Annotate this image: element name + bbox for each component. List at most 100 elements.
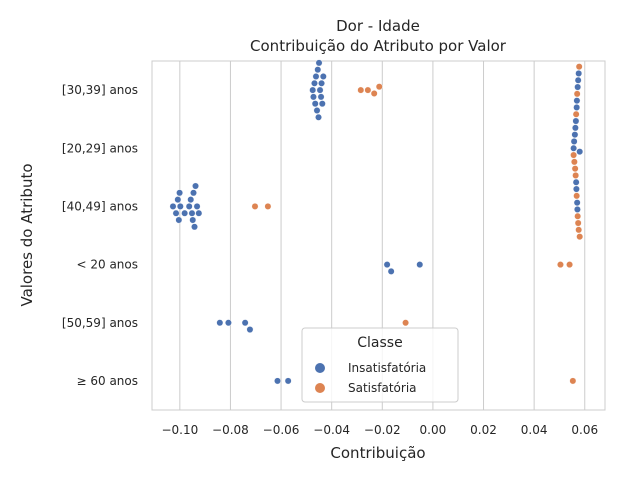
data-point bbox=[574, 206, 581, 213]
x-axis-label: Contribuição bbox=[330, 444, 425, 462]
data-point bbox=[191, 223, 198, 231]
y-tick-label: [30,39] anos bbox=[62, 83, 138, 97]
data-point bbox=[317, 93, 325, 101]
x-tick-label: 0.02 bbox=[470, 423, 497, 437]
data-point bbox=[309, 86, 317, 94]
data-point bbox=[264, 203, 272, 210]
chart-title: Dor - Idade bbox=[336, 17, 420, 35]
data-point bbox=[572, 172, 580, 179]
y-axis-label: Valores do Atributo bbox=[18, 163, 36, 306]
data-point bbox=[569, 377, 577, 385]
data-point bbox=[311, 79, 318, 87]
data-point bbox=[318, 79, 325, 87]
data-point bbox=[574, 83, 582, 91]
data-point bbox=[574, 219, 582, 227]
data-point bbox=[402, 319, 409, 327]
data-point bbox=[319, 73, 327, 80]
data-point bbox=[571, 124, 579, 132]
data-point bbox=[189, 216, 197, 224]
data-point bbox=[574, 212, 582, 220]
data-point bbox=[314, 66, 322, 74]
data-point bbox=[174, 196, 182, 204]
y-tick-label: [50,59] anos bbox=[62, 316, 138, 330]
x-tick-label: −0.02 bbox=[364, 423, 401, 437]
y-tick-label: [40,49] anos bbox=[62, 199, 138, 213]
data-point bbox=[573, 185, 580, 193]
plot-frame bbox=[151, 60, 606, 411]
data-point bbox=[576, 233, 584, 241]
data-point bbox=[416, 261, 424, 268]
data-point bbox=[574, 76, 582, 84]
data-point bbox=[571, 131, 579, 139]
data-point bbox=[246, 326, 254, 333]
data-point bbox=[176, 203, 184, 210]
legend-marker bbox=[315, 383, 325, 393]
data-point bbox=[169, 203, 177, 210]
data-point bbox=[313, 107, 321, 114]
data-point bbox=[274, 377, 281, 385]
data-point bbox=[572, 110, 580, 118]
data-point bbox=[573, 199, 581, 207]
legend-label: Insatisfatória bbox=[348, 361, 426, 375]
data-point bbox=[557, 261, 564, 268]
data-point bbox=[572, 117, 580, 125]
data-point bbox=[370, 90, 378, 97]
data-point bbox=[175, 216, 183, 224]
data-point bbox=[570, 158, 578, 166]
data-point bbox=[225, 319, 232, 327]
chart-subtitle: Contribuição do Atributo por Valor bbox=[250, 37, 507, 55]
x-tick-label: 0.04 bbox=[521, 423, 548, 437]
data-point bbox=[251, 203, 259, 210]
data-point bbox=[284, 377, 292, 385]
legend-title: Classe bbox=[357, 335, 402, 351]
data-point bbox=[575, 70, 583, 77]
data-point bbox=[241, 319, 249, 327]
data-point bbox=[190, 189, 197, 197]
data-point bbox=[172, 209, 180, 217]
data-point bbox=[176, 189, 183, 197]
data-point bbox=[570, 144, 578, 152]
data-point bbox=[193, 203, 201, 210]
data-point bbox=[573, 97, 581, 105]
data-point bbox=[192, 182, 199, 190]
data-point bbox=[181, 209, 189, 217]
data-point bbox=[318, 100, 326, 108]
data-point bbox=[316, 86, 324, 94]
legend-marker bbox=[315, 363, 325, 373]
data-point bbox=[364, 86, 372, 94]
data-point bbox=[573, 192, 581, 200]
data-point bbox=[188, 209, 196, 217]
data-point bbox=[575, 63, 583, 71]
data-point bbox=[570, 151, 578, 159]
x-tick-label: −0.08 bbox=[212, 423, 249, 437]
data-point bbox=[310, 93, 317, 101]
data-point bbox=[383, 261, 391, 268]
x-tick-label: 0.06 bbox=[571, 423, 598, 437]
data-point bbox=[575, 226, 583, 234]
data-point bbox=[187, 196, 195, 204]
data-point bbox=[185, 203, 193, 210]
x-tick-label: 0.00 bbox=[420, 423, 447, 437]
data-point bbox=[315, 59, 323, 67]
y-tick-label: ≥ 60 anos bbox=[76, 374, 138, 388]
data-point bbox=[570, 138, 578, 145]
data-point bbox=[566, 261, 573, 268]
legend-label: Satisfatória bbox=[348, 381, 417, 395]
x-tick-label: −0.10 bbox=[161, 423, 198, 437]
data-point bbox=[312, 73, 320, 80]
data-point bbox=[315, 113, 322, 121]
data-point bbox=[375, 83, 383, 91]
data-point bbox=[195, 209, 203, 217]
data-point bbox=[216, 319, 224, 327]
data-point bbox=[311, 100, 319, 108]
y-tick-label: [20,29] anos bbox=[62, 141, 138, 155]
data-point bbox=[572, 178, 580, 186]
data-point bbox=[573, 104, 581, 111]
data-point bbox=[357, 86, 365, 94]
data-point bbox=[576, 148, 584, 156]
x-tick-label: −0.06 bbox=[263, 423, 300, 437]
data-point bbox=[571, 165, 579, 173]
x-tick-label: −0.04 bbox=[313, 423, 350, 437]
data-point bbox=[573, 90, 581, 98]
